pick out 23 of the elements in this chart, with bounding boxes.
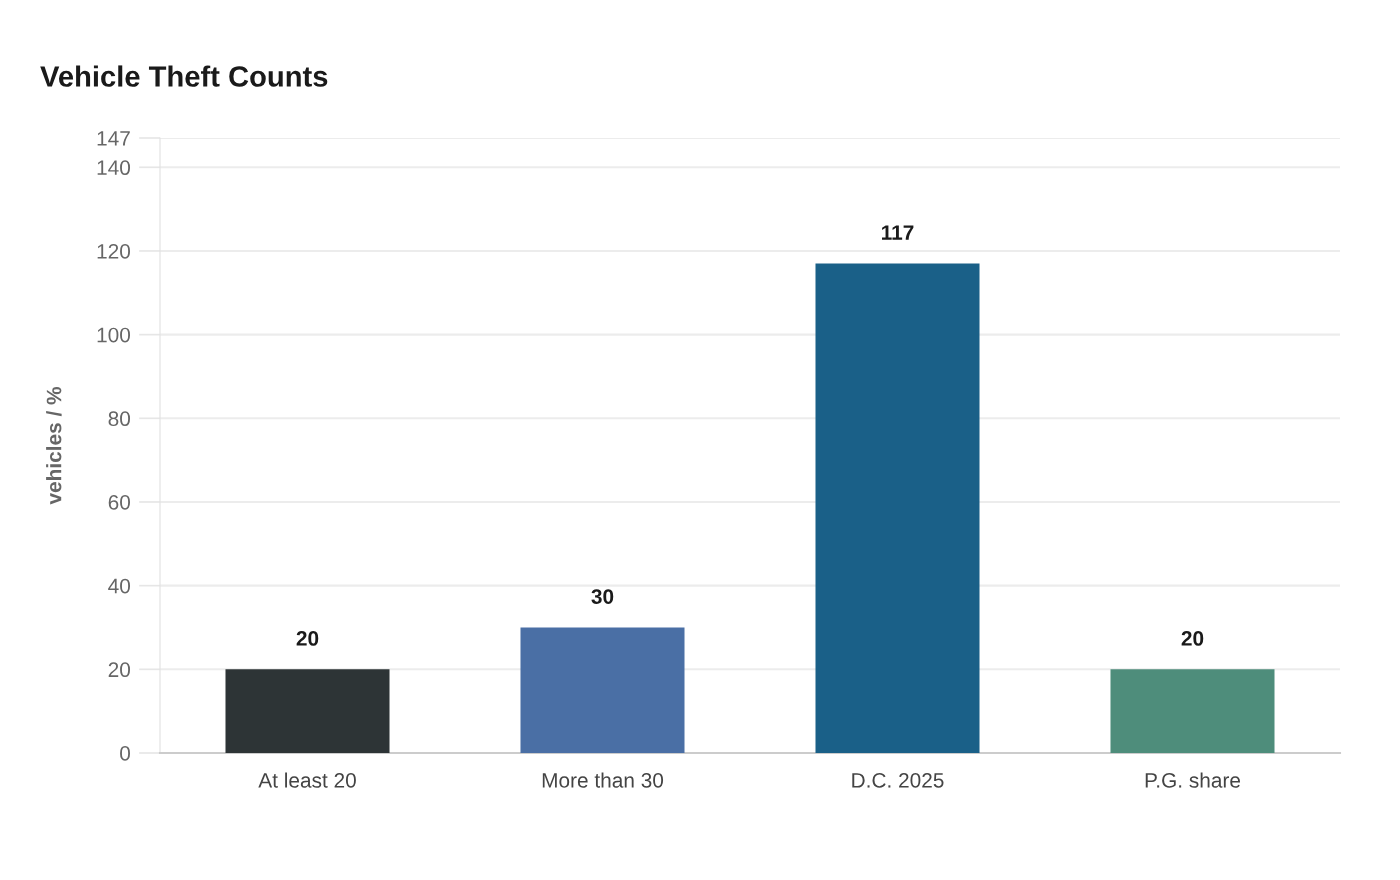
- y-axis-title: vehicles / %: [46, 386, 62, 505]
- y-tick-label: 80: [108, 411, 131, 427]
- y-tick-label: 100: [97, 327, 131, 343]
- bar: [225, 669, 390, 753]
- y-tick-label: 60: [108, 494, 131, 510]
- data-label: 30: [591, 589, 614, 604]
- chart-title: Vehicle Theft Counts: [40, 65, 328, 87]
- x-tick-label: P.G. share: [1145, 772, 1241, 788]
- bar: [1110, 669, 1275, 753]
- bar: [815, 263, 980, 753]
- y-tick-label: 147: [97, 131, 130, 146]
- x-tick-label: At least 20: [258, 772, 356, 788]
- y-tick-label: 20: [108, 662, 131, 678]
- y-tick-label: 140: [97, 160, 131, 176]
- data-label: 117: [882, 225, 914, 240]
- y-tick-label: 120: [97, 243, 131, 259]
- x-tick-label: D.C. 2025: [852, 772, 944, 788]
- y-tick-label: 40: [108, 578, 131, 594]
- data-label: 20: [1181, 631, 1204, 646]
- bar: [520, 627, 685, 753]
- data-label: 20: [296, 631, 319, 646]
- x-tick-label: More than 30: [542, 772, 664, 788]
- y-tick-label: 0: [120, 746, 131, 761]
